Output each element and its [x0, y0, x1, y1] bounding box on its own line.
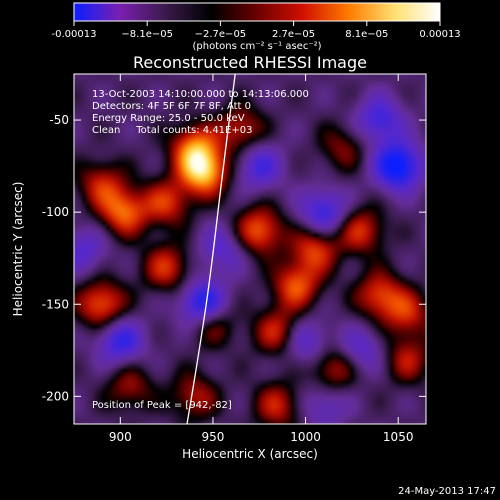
colorbar-ticks: -0.00013 −8.1e−05 −2.7e−05 2.7e−05 8.1e−05 0.… — [52, 21, 461, 40]
y-tick-label: -50 — [49, 113, 69, 127]
x-tick-label: 900 — [109, 430, 132, 444]
annotation-block: 13-Oct-2003 14:10:00.000 to 14:13:06.000… — [92, 89, 309, 411]
colorbar-tick-label: −8.1e−05 — [121, 29, 173, 40]
y-axis-ticks: -50 -100 -150 -200 — [42, 113, 426, 403]
colorbar-tick-label: 8.1e−05 — [345, 29, 388, 40]
annotation-energy: Energy Range: 25.0 - 50.0 keV — [92, 113, 245, 124]
y-axis-label: Heliocentric Y (arcsec) — [11, 182, 25, 317]
colorbar-tick-label: 0.00013 — [419, 29, 460, 40]
colorbar: -0.00013 −8.1e−05 −2.7e−05 2.7e−05 8.1e−05 0.… — [52, 2, 461, 52]
heatmap-image — [74, 74, 426, 424]
y-tick-label: -200 — [42, 389, 69, 403]
y-tick-label: -100 — [42, 205, 69, 219]
colorbar-bar — [73, 2, 441, 22]
plot-frame — [73, 73, 427, 425]
colorbar-tick-label: −2.7e−05 — [195, 29, 247, 40]
colorbar-tick-label: -0.00013 — [52, 29, 97, 40]
annotation-peak: Position of Peak = [942,-82] — [92, 400, 232, 411]
annotation-counts: Clean Total counts: 4.41E+03 — [92, 125, 252, 136]
x-axis-ticks: 900 950 1000 1050 — [109, 74, 414, 444]
x-tick-label: 1050 — [383, 430, 414, 444]
colorbar-unit-label: (photons cm⁻² s⁻¹ asec⁻²) — [192, 41, 321, 52]
x-axis-label: Heliocentric X (arcsec) — [182, 447, 318, 461]
chart-title: Reconstructed RHESSI Image — [133, 53, 367, 72]
colorbar-tick-label: 2.7e−05 — [272, 29, 315, 40]
y-tick-label: -150 — [42, 297, 69, 311]
x-tick-label: 950 — [201, 430, 224, 444]
annotation-time: 13-Oct-2003 14:10:00.000 to 14:13:06.000 — [92, 89, 309, 100]
annotation-detectors: Detectors: 4F 5F 6F 7F 8F, Att 0 — [92, 101, 251, 112]
solar-limb-line — [186, 74, 236, 424]
footer-timestamp: 24-May-2013 17:47 — [398, 486, 496, 497]
x-tick-label: 1000 — [290, 430, 321, 444]
